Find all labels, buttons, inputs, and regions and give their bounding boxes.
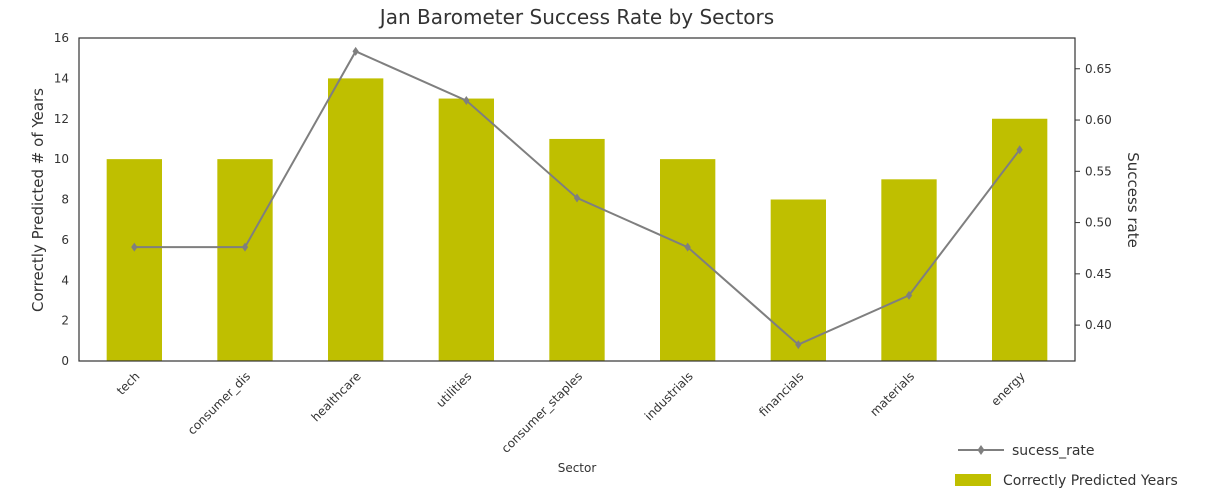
y-axis-label: Correctly Predicted # of Years: [29, 88, 47, 312]
y-tick-label: 6: [61, 233, 69, 247]
x-tick-label-financials: financials: [756, 369, 806, 419]
x-tick-label-utilities: utilities: [433, 369, 474, 410]
line-layer: [131, 46, 1023, 350]
success-rate-point-consumer_dis: [241, 242, 249, 252]
success-rate-point-financials: [795, 340, 802, 350]
success-rate-point-tech: [131, 242, 138, 252]
x-tick-label-materials: materials: [867, 369, 917, 419]
y-tick-label: 4: [61, 273, 69, 287]
y-tick-label: 16: [54, 31, 69, 45]
legend-label-success-rate: sucess_rate: [1012, 443, 1095, 459]
x-tick-label-energy: energy: [988, 369, 1027, 408]
x-tick-label-healthcare: healthcare: [309, 369, 364, 424]
x-tick-label-industrials: industrials: [642, 369, 696, 423]
x-tick-label-consumer_staples: consumer_staples: [499, 369, 585, 455]
y2-tick-label: 0.50: [1085, 216, 1112, 230]
bar-financials: [770, 199, 826, 361]
y-tick-label: 0: [61, 354, 69, 368]
success-rate-point-materials: [905, 290, 913, 300]
y2-tick-label: 0.55: [1085, 164, 1112, 178]
legend-bar-swatch: [955, 474, 991, 486]
success-rate-point-utilities: [463, 96, 470, 106]
x-axis-label: Sector: [558, 461, 597, 475]
bar-tech: [106, 159, 162, 362]
bar-industrials: [660, 159, 716, 362]
plot-frame: [78, 37, 1076, 362]
y2-tick-label: 0.40: [1085, 318, 1112, 332]
chart-title: Jan Barometer Success Rate by Sectors: [378, 5, 774, 29]
bars-layer: [106, 78, 1048, 362]
y2-axis-label: Success rate: [1124, 152, 1142, 248]
y-tick-label: 8: [61, 193, 69, 207]
y2-tick-label: 0.65: [1085, 62, 1112, 76]
success-rate-point-consumer_staples: [573, 193, 581, 203]
y-tick-label: 10: [54, 152, 69, 166]
y-tick-label: 12: [54, 112, 69, 126]
legend-label-correctly-predicted: Correctly Predicted Years: [1003, 473, 1178, 489]
success-rate-point-industrials: [684, 242, 691, 252]
bar-energy: [992, 118, 1048, 361]
success-rate-point-energy: [1016, 145, 1023, 155]
y-tick-label: 2: [61, 314, 69, 328]
y2-tick-label: 0.45: [1085, 267, 1112, 281]
bar-healthcare: [328, 78, 384, 362]
bar-utilities: [438, 98, 494, 361]
legend: sucess_rate Correctly Predicted Years: [955, 443, 1178, 489]
x-tick-label-tech: tech: [114, 369, 142, 397]
bar-consumer_staples: [549, 138, 605, 361]
x-tick-label-consumer_dis: consumer_dis: [185, 369, 253, 437]
y-tick-label: 14: [54, 71, 69, 85]
success-rate-point-healthcare: [352, 46, 359, 56]
legend-marker-swatch: [977, 445, 985, 455]
bar-consumer_dis: [217, 159, 273, 362]
axes-layer: [78, 37, 1076, 362]
y2-tick-label: 0.60: [1085, 113, 1112, 127]
